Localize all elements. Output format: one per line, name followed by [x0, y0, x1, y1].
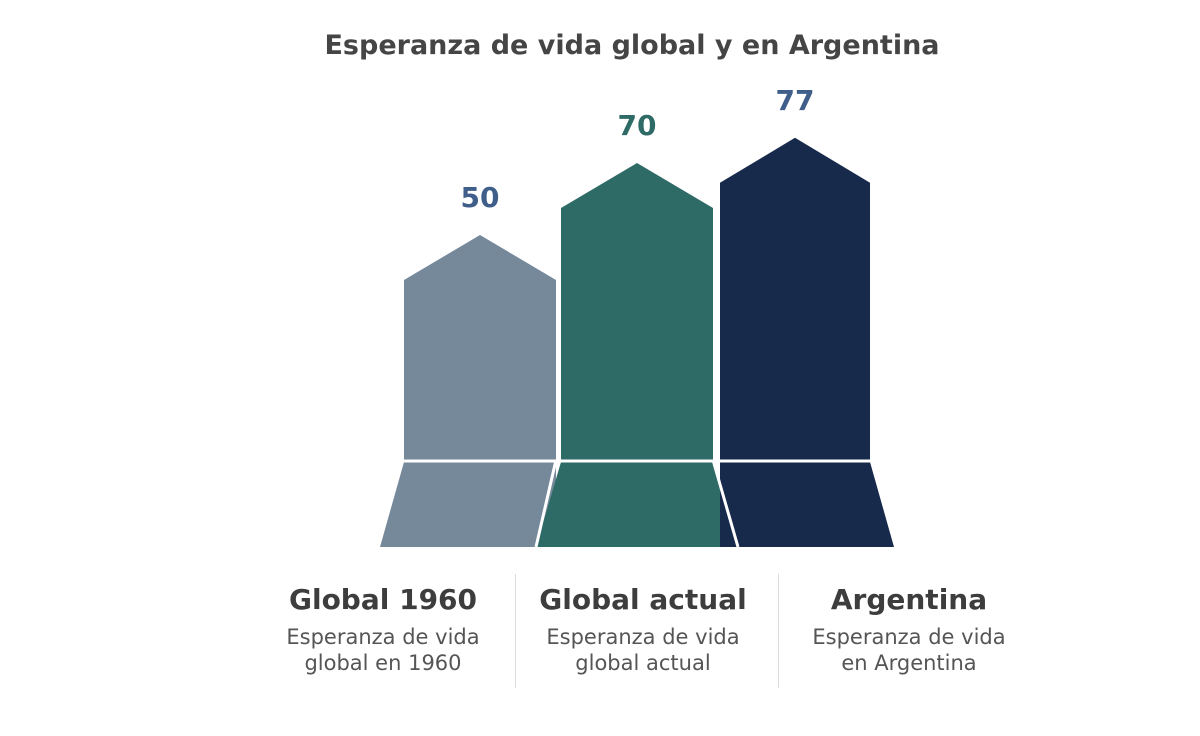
bar-global-actual [561, 163, 713, 460]
bar-base-global-1960 [380, 462, 556, 547]
category-description: Esperanza de vida global en 1960 [252, 624, 514, 676]
description-line: Esperanza de vida [812, 625, 1006, 649]
description-line: global en 1960 [304, 651, 462, 675]
description-line: global actual [575, 651, 711, 675]
chart-title: Esperanza de vida global y en Argentina [324, 30, 940, 61]
base-separator [711, 459, 740, 548]
category-name: Argentina [830, 583, 988, 616]
category-name: Global 1960 [288, 583, 478, 616]
category-divider [515, 574, 516, 688]
category-label-global-1960: Global 1960 Esperanza de vida global en … [252, 582, 514, 676]
value-label-global-actual: 70 [618, 109, 657, 142]
bar-base-global-actual [536, 462, 738, 547]
category-name: Global actual [539, 583, 747, 616]
description-line: en Argentina [841, 651, 977, 675]
category-divider [778, 574, 779, 688]
category-label-argentina: Argentina Esperanza de vida en Argentina [778, 582, 1040, 676]
bar-global-1960 [404, 235, 556, 460]
value-label-argentina: 77 [776, 84, 815, 117]
value-label-global-1960: 50 [461, 181, 500, 214]
description-line: Esperanza de vida [286, 625, 480, 649]
bar-base-argentina [720, 462, 894, 547]
category-label-global-actual: Global actual Esperanza de vida global a… [512, 582, 774, 676]
description-line: Esperanza de vida [546, 625, 740, 649]
bar-argentina [720, 137, 870, 461]
category-description: Esperanza de vida en Argentina [778, 624, 1040, 676]
category-description: Esperanza de vida global actual [512, 624, 774, 676]
base-separator [534, 459, 558, 548]
